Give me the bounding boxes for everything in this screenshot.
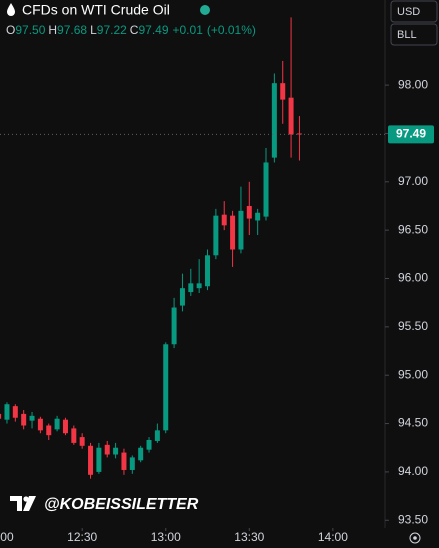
candle-body: [288, 97, 294, 135]
candle-body: [255, 212, 261, 221]
candle-body: [104, 444, 110, 455]
candle-body: [113, 447, 119, 455]
candle-body: [96, 447, 102, 472]
candle-body: [37, 418, 43, 431]
l-label: L: [90, 23, 97, 37]
watermark: @KOBEISSILETTER: [44, 496, 199, 513]
ohlc-legend: O97.50 H97.68 L97.22 C97.49 +0.01 (+0.01%): [6, 23, 256, 37]
o-label: O: [6, 23, 15, 37]
c-value: 97.49: [138, 23, 168, 37]
currency-button[interactable]: [390, 0, 438, 23]
c-label: C: [130, 23, 139, 37]
status-dot: [200, 5, 210, 15]
candle-body: [71, 428, 77, 443]
candle-body: [246, 205, 252, 219]
candle-body: [296, 133, 302, 135]
candle-body: [205, 255, 211, 287]
candle-body: [121, 452, 127, 470]
y-tick-label: 94.00: [398, 464, 428, 478]
x-tick-label: 13:30: [234, 530, 264, 544]
symbol-title: CFDs on WTI Crude Oil: [22, 2, 170, 18]
l-value: 97.22: [97, 23, 127, 37]
unit-label[interactable]: BLL: [397, 29, 417, 41]
y-tick-label: 95.00: [398, 367, 428, 381]
candle-body: [46, 425, 52, 436]
last-price-box: [388, 125, 434, 144]
candle-body: [163, 344, 169, 431]
candle-body: [79, 437, 85, 446]
y-tick-label: 96.00: [398, 271, 428, 285]
o-value: 97.50: [15, 23, 45, 37]
settings-icon-center[interactable]: [413, 536, 417, 540]
currency-label[interactable]: USD: [397, 6, 420, 18]
candle-body: [196, 283, 202, 289]
change-pct: (+0.01%): [207, 23, 256, 37]
h-value: 97.68: [57, 23, 87, 37]
candle-body: [129, 457, 135, 470]
y-tick-label: 96.50: [398, 222, 428, 236]
candle-body: [54, 418, 60, 430]
candle-body: [230, 215, 236, 250]
candle-body: [179, 288, 185, 306]
candle-body: [62, 419, 68, 434]
candle-body: [221, 214, 227, 226]
x-tick-label: 12:30: [67, 530, 97, 544]
candle-body: [88, 445, 94, 475]
candle-body: [188, 283, 194, 293]
y-tick-label: 97.00: [398, 174, 428, 188]
unit-button[interactable]: [390, 23, 438, 46]
candle-body: [4, 404, 10, 420]
symbol-icon: [7, 3, 15, 16]
candle-body: [138, 447, 144, 461]
candle-body: [213, 215, 219, 256]
candle-body: [146, 440, 152, 450]
candle-body: [280, 83, 286, 100]
y-tick-label: 98.00: [398, 77, 428, 91]
candle-body: [263, 162, 269, 217]
last-price-label: 97.49: [396, 127, 426, 141]
logo-part: [23, 496, 36, 511]
logo-part: [10, 496, 22, 511]
y-tick-label: 93.50: [398, 512, 428, 526]
watermark-logo: [10, 496, 36, 511]
candle-body: [0, 413, 2, 419]
x-tick-label: 14:00: [318, 530, 348, 544]
y-tick-label: 95.50: [398, 319, 428, 333]
h-label: H: [48, 23, 57, 37]
candle-body: [12, 406, 18, 418]
candle-body: [238, 210, 244, 250]
settings-icon[interactable]: [409, 532, 421, 544]
change: +0.01: [173, 23, 204, 37]
x-tick-label: 12:00: [0, 530, 14, 544]
candle-body: [271, 83, 277, 158]
candle-body: [171, 307, 177, 345]
candle-body: [29, 415, 35, 421]
x-tick-label: 13:00: [151, 530, 181, 544]
y-tick-label: 94.50: [398, 416, 428, 430]
candle-body: [21, 413, 27, 426]
candle-body: [154, 430, 160, 441]
